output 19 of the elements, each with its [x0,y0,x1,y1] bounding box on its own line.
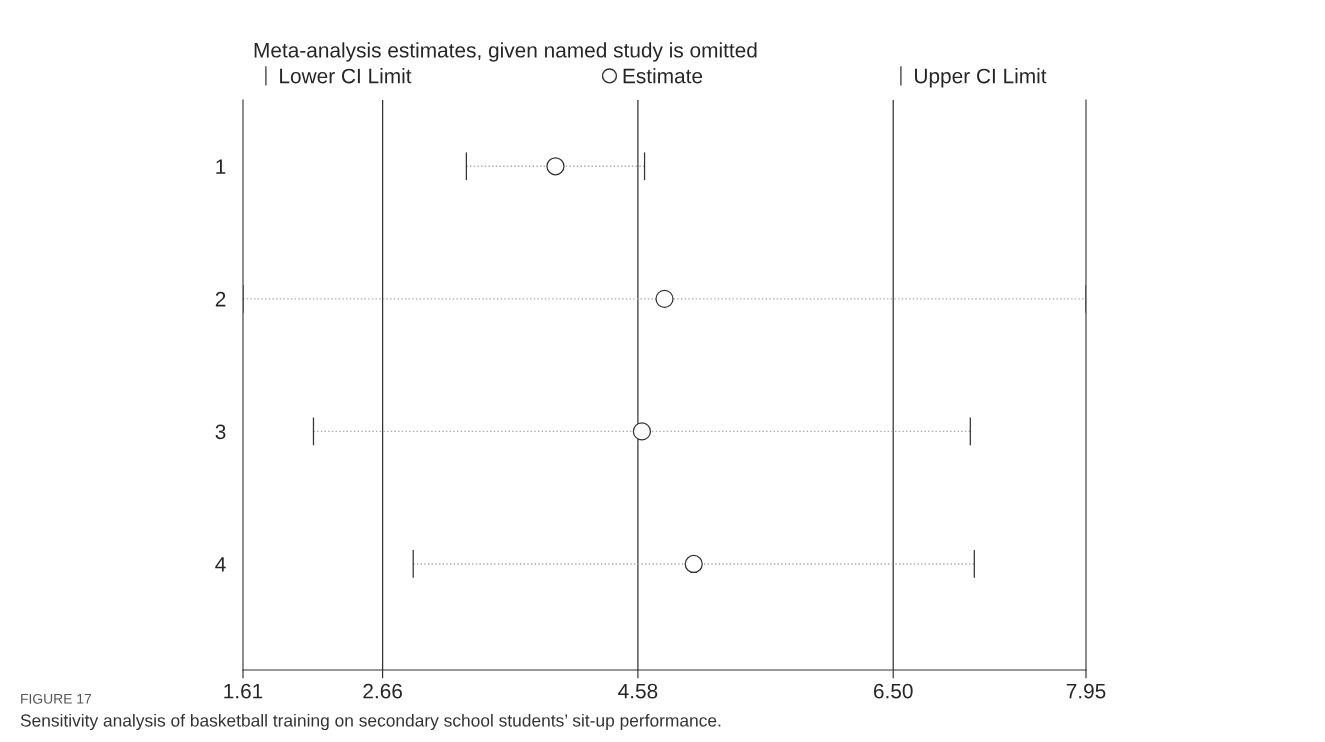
text: Lower CI Limit [280,68,412,84]
legend-label: Estimate [623,68,703,84]
y-tick-label: 3 [215,424,226,440]
point [546,157,565,176]
y-tick-label: 1 [216,159,226,174]
chart-title: Meta-analysis estimates, given named study is omitted [254,42,757,62]
point [655,289,674,308]
x-tick-label: 2.66 [363,683,402,699]
x-tick-label: 6.50 [873,683,913,699]
y-tick-label: 4 [215,557,226,572]
text: Upper CI Limit [915,68,1047,88]
x-tick-label: 4.58 [618,683,658,699]
y-tick-label: 2 [215,291,226,307]
x-tick-label: 7.95 [1066,683,1106,699]
x-tick-label: 1.61 [224,683,263,699]
point [684,554,703,574]
caption: FIGURE 17 [21,693,92,704]
text: Sensitivity analysis of basketball training on secondary school students’ sit-up performance. [20,713,721,731]
point [632,422,652,441]
